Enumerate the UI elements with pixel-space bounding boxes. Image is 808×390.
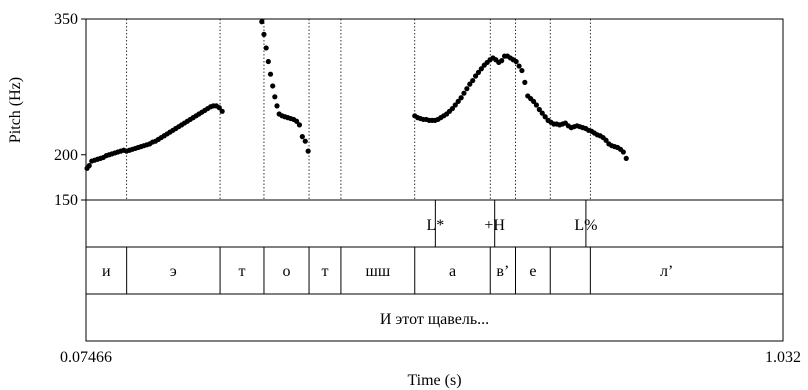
segment-label: и (102, 263, 111, 280)
segment-label: т (239, 263, 246, 280)
annotation-frame (85, 199, 784, 342)
pitch-point (513, 58, 519, 65)
x-tick-min: 0.07466 (60, 349, 112, 366)
segment-tier: и э т о т шш а в’ е л’ (102, 263, 673, 280)
pitch-point (305, 148, 311, 154)
y-axis-label: Pitch (Hz) (7, 77, 24, 143)
pitch-point (296, 122, 303, 128)
pitch-point (293, 118, 300, 124)
x-axis-label: Time (s) (407, 372, 461, 389)
pitch-point (216, 105, 222, 111)
pitch-point (478, 66, 484, 72)
tone-label: L% (574, 217, 597, 234)
pitch-point (475, 69, 482, 75)
sentence-label: И этот щавель... (380, 311, 489, 328)
pitch-point (270, 83, 276, 89)
pitch-point (261, 31, 267, 37)
pitch-point (461, 90, 467, 96)
y-tick-label: 200 (54, 147, 78, 164)
pitch-point (522, 79, 528, 85)
y-tick-label: 150 (54, 192, 78, 209)
pitch-point (265, 58, 271, 65)
pitch-point (519, 67, 525, 74)
y-axis-ticks: 350 200 150 (54, 11, 86, 209)
pitch-point (299, 134, 305, 140)
tone-label: L* (426, 217, 444, 234)
y-tick-label: 350 (54, 11, 78, 28)
segment-label: э (170, 263, 177, 280)
pitch-point (533, 102, 540, 108)
pitch-point (473, 73, 479, 79)
pitch-point (499, 58, 505, 64)
pitch-point (458, 95, 464, 101)
segment-label: а (449, 263, 456, 280)
pitch-point (539, 110, 545, 116)
pitch-point (603, 137, 609, 143)
tone-tier: L* +H L% (426, 200, 597, 247)
pitch-point (267, 71, 274, 77)
pitch-point (467, 81, 473, 87)
x-tick-max: 1.032 (765, 349, 801, 366)
pitch-point (620, 149, 626, 155)
pitch-point (86, 163, 92, 169)
pitch-point (536, 106, 542, 113)
pitch-point (542, 114, 548, 120)
segment-boundary-lines (126, 19, 591, 294)
pitch-point (272, 94, 278, 100)
segment-label: шш (366, 263, 391, 280)
segment-label: т (321, 263, 328, 280)
pitch-point (455, 98, 461, 104)
pitch-point (464, 86, 470, 92)
pitch-points (84, 19, 629, 171)
pitch-point (274, 103, 280, 109)
pitch-point (623, 155, 629, 161)
pitch-point (259, 19, 265, 25)
pitch-point (302, 138, 308, 144)
pitch-point (452, 102, 458, 108)
segment-label: л’ (660, 263, 673, 280)
tone-label: +H (484, 217, 505, 234)
pitch-point (470, 77, 476, 84)
pitch-point (516, 63, 522, 69)
pitch-point (263, 45, 269, 51)
segment-label: о (283, 263, 291, 280)
segment-label: е (529, 263, 536, 280)
pitch-point (219, 108, 225, 114)
segment-label: в’ (496, 263, 509, 280)
pitch-point (530, 98, 537, 104)
pitch-point (449, 105, 455, 112)
pitch-panel-frame (85, 18, 784, 201)
